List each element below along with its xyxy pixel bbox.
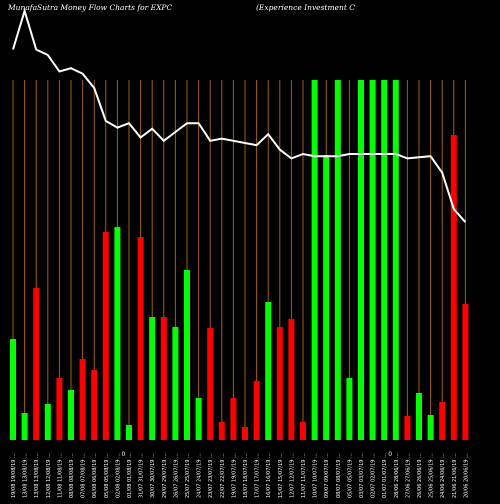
flow-bar bbox=[439, 402, 446, 440]
x-tick-label: 13/08 13/08/19 … bbox=[34, 453, 40, 498]
chart-subtitle: (Experience Investment C bbox=[256, 3, 355, 12]
flow-bar bbox=[416, 393, 422, 440]
x-tick-label: 16/07 16/07/19 … bbox=[266, 453, 272, 498]
x-tick-label: 18/07 18/07/19 … bbox=[243, 453, 249, 498]
flow-bar bbox=[288, 319, 295, 440]
flow-bar bbox=[253, 381, 260, 440]
x-tick-label: 31/07 31/07/19 … bbox=[139, 453, 145, 498]
flow-bar bbox=[21, 413, 28, 440]
x-tick-label: 05/07 05/07/19 … bbox=[347, 453, 353, 498]
flow-bar bbox=[323, 155, 330, 440]
x-tick-label: 22/07 22/07/19 … bbox=[220, 453, 226, 498]
x-tick-label: 01/08 01/08/19 … bbox=[127, 453, 133, 498]
flow-bar bbox=[334, 80, 341, 440]
x-tick-label: 03/07 03/07/19 … bbox=[359, 453, 365, 498]
flow-bar bbox=[346, 378, 353, 440]
flow-bar bbox=[160, 317, 167, 440]
x-tick-label: 30/07 30/07/19 … bbox=[150, 453, 156, 498]
x-tick-label: 19/08 19/08/19 … bbox=[11, 453, 17, 498]
flow-bar bbox=[242, 427, 248, 440]
x-tick-label: 25/07 25/07/19 … bbox=[185, 453, 191, 498]
x-tick-label: 26/06 26/06/19 … bbox=[417, 453, 423, 498]
flow-bar bbox=[230, 398, 237, 440]
x-tick-label: 21/06 21/06/19 … bbox=[452, 453, 458, 498]
x-tick-label: 17/07 17/07/19 … bbox=[255, 453, 261, 498]
flow-bar bbox=[369, 80, 376, 440]
flow-bar bbox=[311, 80, 318, 440]
flow-bar bbox=[137, 237, 144, 440]
x-tick-label: 10/07 10/07/19 … bbox=[313, 453, 319, 498]
flow-bar bbox=[218, 422, 225, 440]
x-tick-label: 24/06 24/06/19 … bbox=[440, 453, 446, 498]
zero-marker: 0 bbox=[121, 451, 125, 458]
x-tick-label: 09/07 09/07/19 … bbox=[324, 453, 330, 498]
x-tick-label: 29/07 29/07/19 … bbox=[162, 453, 168, 498]
flow-bar bbox=[462, 304, 469, 440]
flow-bar bbox=[404, 416, 411, 440]
x-tick-label: 08/08 08/08/19 … bbox=[69, 453, 75, 498]
x-tick-label: 12/08 12/08/19 … bbox=[46, 453, 52, 498]
x-tick-label: 08/07 08/07/19 … bbox=[336, 453, 342, 498]
x-tick-label: 13/08 13/08/19 … bbox=[23, 453, 29, 498]
flow-bar bbox=[56, 378, 63, 440]
x-tick-label: 07/08 07/08/19 … bbox=[81, 453, 87, 498]
flow-bar bbox=[207, 328, 214, 440]
flow-bar bbox=[276, 327, 283, 440]
x-tick-label: 01/07 01/07/19 … bbox=[382, 453, 388, 498]
flow-bar bbox=[44, 404, 51, 440]
x-tick-label: 05/08 05/08/19 … bbox=[104, 453, 110, 498]
flow-bar bbox=[79, 359, 86, 440]
x-tick-label: 02/07 02/07/19 … bbox=[371, 453, 377, 498]
flow-bar bbox=[381, 80, 388, 440]
zero-marker: 0 bbox=[388, 451, 392, 458]
chart-title: MunafaSutra Money Flow Charts for EXPC bbox=[8, 3, 173, 12]
money-flow-line bbox=[12, 7, 467, 223]
flow-bar bbox=[427, 415, 434, 440]
x-tick-label: 11/08 11/08/19 … bbox=[57, 453, 63, 498]
flow-bar bbox=[91, 370, 98, 440]
x-tick-label: 28/06 28/06/19 … bbox=[394, 453, 400, 498]
flow-bar bbox=[68, 390, 74, 440]
flow-bar bbox=[265, 302, 272, 440]
x-tick-label: 15/07 15/07/19 … bbox=[278, 453, 284, 498]
flow-bar bbox=[195, 398, 202, 440]
x-tick-label: 25/06 25/06/19 … bbox=[429, 453, 435, 498]
x-tick-label: 02/08 02/08/19 … bbox=[115, 453, 121, 498]
flow-bar bbox=[358, 80, 364, 440]
x-tick-label: 24/07 24/07/19 … bbox=[197, 453, 203, 498]
flow-bar bbox=[172, 327, 179, 440]
x-tick-label: 12/07 12/07/19 … bbox=[289, 453, 295, 498]
flow-bar bbox=[149, 317, 156, 440]
flow-bar bbox=[300, 422, 306, 440]
x-tick-label: 27/06 27/06/19 … bbox=[405, 453, 411, 498]
x-tick-label: 23/07 23/07/19 … bbox=[208, 453, 214, 498]
flow-bar bbox=[114, 227, 121, 440]
flow-bar bbox=[450, 135, 457, 440]
flow-bar bbox=[184, 270, 190, 440]
x-tick-label: 19/07 19/07/19 … bbox=[231, 453, 237, 498]
x-tick-label: 11/07 11/07/19 … bbox=[301, 453, 307, 498]
flow-bar bbox=[33, 288, 40, 440]
flow-bar bbox=[126, 425, 132, 440]
flow-bar bbox=[102, 232, 109, 440]
x-tick-label: 06/08 06/08/19 … bbox=[92, 453, 98, 498]
x-tick-label: 26/07 26/07/19 … bbox=[173, 453, 179, 498]
x-tick-label: 20/06 20/06/19 … bbox=[463, 453, 469, 498]
flow-bar bbox=[392, 80, 399, 440]
flow-bar bbox=[10, 339, 16, 440]
